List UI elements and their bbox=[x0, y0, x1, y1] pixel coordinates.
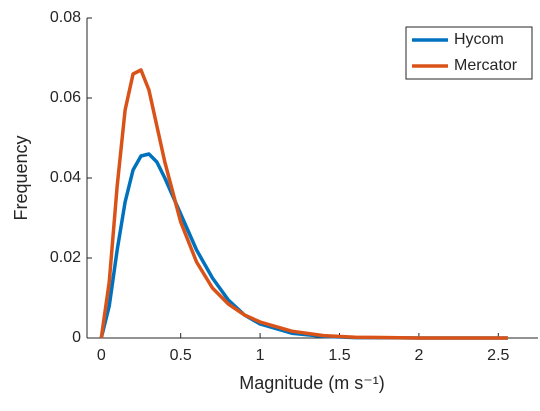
x-tick-label: 2 bbox=[414, 347, 423, 364]
legend-box bbox=[405, 26, 533, 80]
x-tick-label: 0 bbox=[97, 347, 106, 364]
x-tick-label: 1 bbox=[256, 347, 265, 364]
y-tick-label: 0.08 bbox=[50, 9, 81, 26]
legend-label: Hycom bbox=[454, 31, 504, 48]
y-tick-label: 0.02 bbox=[50, 249, 81, 266]
y-tick-label: 0.06 bbox=[50, 89, 81, 106]
legend-label: Mercator bbox=[454, 57, 518, 74]
line-series bbox=[99, 152, 508, 340]
x-axis-label: Magnitude (m s⁻¹) bbox=[239, 373, 385, 393]
x-tick-label: 2.5 bbox=[487, 347, 509, 364]
y-axis-label: Frequency bbox=[11, 135, 31, 220]
y-tick-label: 0.04 bbox=[50, 169, 81, 186]
line-series bbox=[99, 68, 508, 340]
x-tick-label: 1.5 bbox=[328, 347, 350, 364]
y-tick-label: 0 bbox=[72, 329, 81, 346]
x-tick-label: 0.5 bbox=[170, 347, 192, 364]
